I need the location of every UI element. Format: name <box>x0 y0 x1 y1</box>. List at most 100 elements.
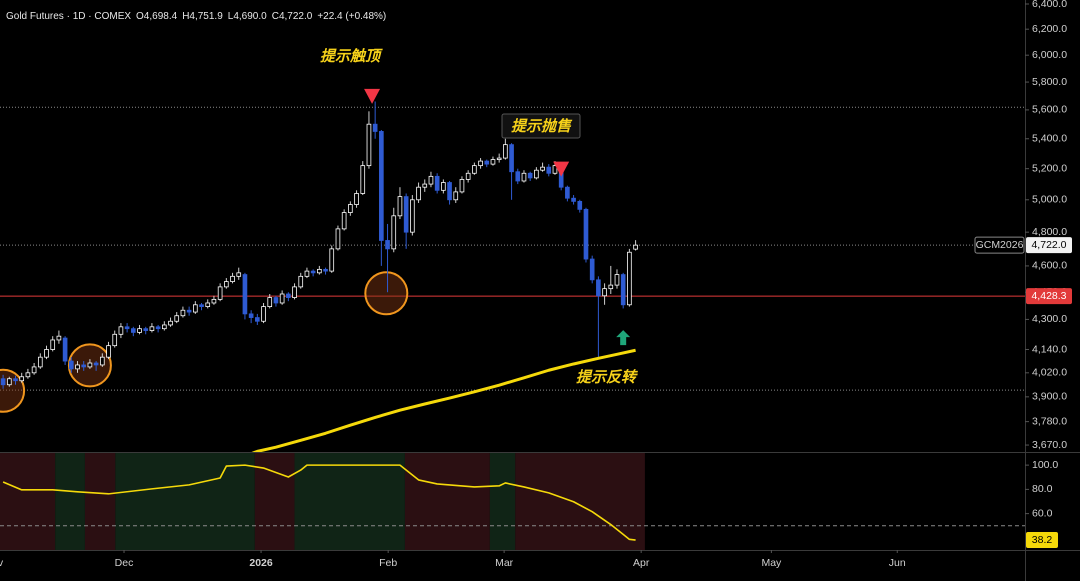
indicator-axis-tick-label: 80.0 <box>1032 483 1053 495</box>
candle-body <box>143 328 149 331</box>
price-axis-tick-label: 4,020.0 <box>1032 367 1067 379</box>
candle-body <box>186 309 192 313</box>
candle-body <box>602 288 607 297</box>
x-tick-label: Dec <box>115 557 134 569</box>
candle-body <box>255 317 260 322</box>
regime-region <box>115 453 255 550</box>
candle-body <box>0 378 6 386</box>
candle-body <box>447 182 452 201</box>
indicator-value-label: 38.2 <box>1032 534 1053 546</box>
price-axis-tick-label: 5,000.0 <box>1032 194 1067 206</box>
candle-body <box>75 364 80 370</box>
price-pane <box>0 88 1025 452</box>
highlight-circle <box>364 271 409 316</box>
candle-body <box>267 297 273 307</box>
price-axis-tick-label: 4,600.0 <box>1032 260 1067 272</box>
candle-body <box>484 160 490 165</box>
price-axis-tick-label: 5,200.0 <box>1032 162 1067 174</box>
candle-body <box>193 304 198 313</box>
price-axis-tick-label: 4,800.0 <box>1032 226 1067 238</box>
candle-body <box>540 166 545 171</box>
candle-body <box>372 123 378 132</box>
signal-marker <box>616 330 631 346</box>
candle-body <box>546 166 552 174</box>
price-axis-tick-label: 5,800.0 <box>1032 76 1067 88</box>
price-axis-tick-label: 3,780.0 <box>1032 415 1067 427</box>
candle-body <box>478 160 483 167</box>
level-label: 4,722.0 <box>1031 239 1066 251</box>
x-tick-label: Feb <box>379 557 397 569</box>
header-item: +22.4 (+0.48%) <box>317 11 386 22</box>
candle-body <box>106 345 111 358</box>
price-axis-tick-label: 6,000.0 <box>1032 49 1067 61</box>
candle-body <box>279 293 285 304</box>
header-item: H4,751.9 <box>182 11 223 22</box>
candle-body <box>236 272 242 277</box>
candle-body <box>99 356 105 366</box>
candle-body <box>434 175 440 191</box>
candle-body <box>25 372 31 378</box>
candle-body <box>459 179 465 193</box>
candle-body <box>155 326 161 330</box>
candle-body <box>534 169 539 179</box>
level-label-box <box>1026 237 1072 254</box>
candle-body <box>261 306 266 322</box>
candle-body <box>317 268 322 274</box>
candle-body <box>490 159 496 165</box>
candle-body <box>6 378 12 386</box>
candle-body <box>422 183 428 188</box>
regime-region <box>294 453 405 550</box>
price-axis-tick-label: 6,200.0 <box>1032 23 1067 35</box>
candle-body <box>515 171 521 182</box>
price-axis-tick-label: 4,300.0 <box>1032 313 1067 325</box>
candle-body <box>292 286 297 298</box>
candle-body <box>472 165 477 174</box>
candle-body <box>323 268 328 272</box>
axes: 3,670.0 3,780.0 3,900.0 4,020.0 4,140.0 4,300… <box>0 0 1067 569</box>
price-axis-tick-label: 5,400.0 <box>1032 133 1067 145</box>
candle-body <box>465 172 471 180</box>
regime-region <box>254 453 295 550</box>
candle-body <box>248 313 254 318</box>
candle-body <box>273 297 279 304</box>
price-axis-tick-label: 3,670.0 <box>1032 439 1067 451</box>
annotation: 提示抛售 <box>511 118 573 135</box>
candle-body <box>391 215 397 250</box>
symbol-label: GCM2026 <box>976 239 1024 251</box>
candle-body <box>627 251 632 306</box>
candle-body <box>50 339 56 350</box>
candle-body <box>211 298 217 304</box>
candle-body <box>304 270 310 277</box>
regime-region <box>55 453 85 550</box>
signal-marker <box>553 161 570 177</box>
price-axis-tick-label: 6,400.0 <box>1032 0 1067 10</box>
regime-region <box>489 453 516 550</box>
candle-body <box>44 349 49 358</box>
regime-region <box>0 453 56 550</box>
indicator-line <box>2 464 636 541</box>
x-tick-label: 2026 <box>249 557 273 569</box>
x-tick-label: Mar <box>495 557 514 569</box>
candle-body <box>614 274 620 286</box>
header-item: Gold Futures · 1D · COMEX <box>6 11 131 22</box>
header-item: C4,722.0 <box>272 11 313 22</box>
regime-region <box>84 453 116 550</box>
candle-body <box>633 244 638 250</box>
candle-body <box>19 376 25 382</box>
x-tick-label: May <box>761 557 782 569</box>
price-axis-tick-label: 5,600.0 <box>1032 104 1067 116</box>
candle-body <box>348 204 353 213</box>
candle-body <box>583 208 589 260</box>
indicator-pane <box>0 453 1025 550</box>
annotation-box <box>501 113 581 139</box>
candle-body <box>87 362 93 368</box>
candle-body <box>310 270 316 274</box>
x-tick-label: Nov <box>0 557 4 569</box>
candle-body <box>521 172 527 182</box>
header: Gold Futures · 1D · COMEX O4,698.4 H4,751.… <box>6 11 386 22</box>
candle-body <box>230 275 235 282</box>
candle-body <box>596 279 601 297</box>
candle-body <box>62 337 68 362</box>
candle-body <box>162 324 167 330</box>
